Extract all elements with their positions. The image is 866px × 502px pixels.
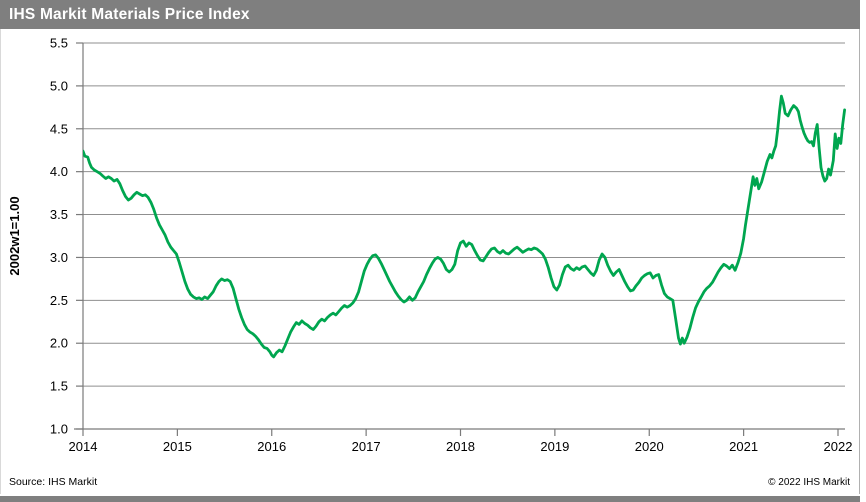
- y-tick-label: 5.0: [50, 78, 68, 93]
- x-tick-label: 2019: [540, 439, 569, 454]
- x-tick-label: 2017: [352, 439, 381, 454]
- y-tick-label: 4.5: [50, 121, 68, 136]
- copyright-label: © 2022 IHS Markit: [768, 477, 850, 488]
- y-tick-label: 3.5: [50, 207, 68, 222]
- y-axis-title: 2002w1=1.00: [7, 196, 22, 275]
- chart-title-bar: IHS Markit Materials Price Index: [0, 0, 860, 29]
- x-tick-label: 2020: [635, 439, 664, 454]
- x-tick-label: 2015: [163, 439, 192, 454]
- x-tick-label: 2018: [446, 439, 475, 454]
- y-tick-label: 1.0: [50, 422, 68, 437]
- chart-frame: [0, 29, 860, 494]
- y-tick-label: 4.0: [50, 164, 68, 179]
- price-index-line: [83, 94, 846, 359]
- x-tick-label: 2016: [257, 439, 286, 454]
- y-tick-label: 1.5: [50, 379, 68, 394]
- x-tick-label: 2021: [729, 439, 758, 454]
- source-label: Source: IHS Markit: [9, 476, 98, 488]
- y-tick-label: 5.5: [50, 36, 68, 51]
- y-tick-label: 2.0: [50, 336, 68, 351]
- chart-title: IHS Markit Materials Price Index: [9, 6, 250, 23]
- x-tick-label: 2022: [824, 439, 853, 454]
- x-tick-label: 2014: [69, 439, 98, 454]
- y-tick-label: 2.5: [50, 293, 68, 308]
- bottom-gray-bar: [0, 496, 860, 502]
- y-tick-label: 3.0: [50, 250, 68, 265]
